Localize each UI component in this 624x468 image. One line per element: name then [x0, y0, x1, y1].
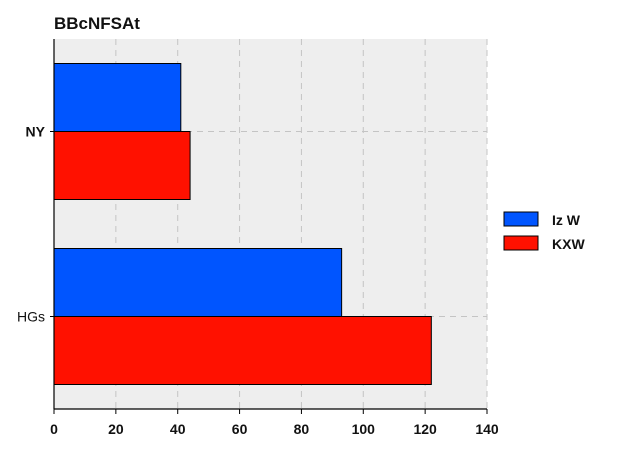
x-tick-label-5: 100 — [352, 421, 376, 437]
x-axis-ticks: 0 20 40 60 80 100 120 140 — [50, 409, 499, 437]
legend-label-0: Iz W — [552, 212, 581, 228]
y-tick-label-0: NY — [26, 124, 46, 140]
x-tick-label-1: 20 — [108, 421, 124, 437]
bar-Iz-W-HGs — [53, 248, 343, 317]
y-tick-label-1: HGs — [17, 309, 45, 325]
y-axis-ticks: NY HGs — [17, 124, 54, 325]
chart-title: BBcNFSAt — [54, 14, 140, 33]
legend-swatch-1 — [503, 235, 539, 251]
bars — [53, 63, 432, 385]
legend: Iz W KXW — [503, 211, 585, 252]
legend-swatch-0 — [503, 211, 539, 227]
x-tick-label-7: 140 — [475, 421, 499, 437]
bar-KXW-NY — [53, 131, 191, 200]
x-tick-label-4: 80 — [294, 421, 310, 437]
x-tick-label-2: 40 — [170, 421, 186, 437]
legend-label-1: KXW — [552, 236, 585, 252]
axes — [53, 39, 487, 410]
x-tick-label-3: 60 — [232, 421, 248, 437]
x-tick-label-0: 0 — [50, 421, 58, 437]
bar-Iz-W-NY — [53, 63, 182, 132]
bar-KXW-HGs — [53, 316, 432, 385]
x-tick-label-6: 120 — [413, 421, 437, 437]
